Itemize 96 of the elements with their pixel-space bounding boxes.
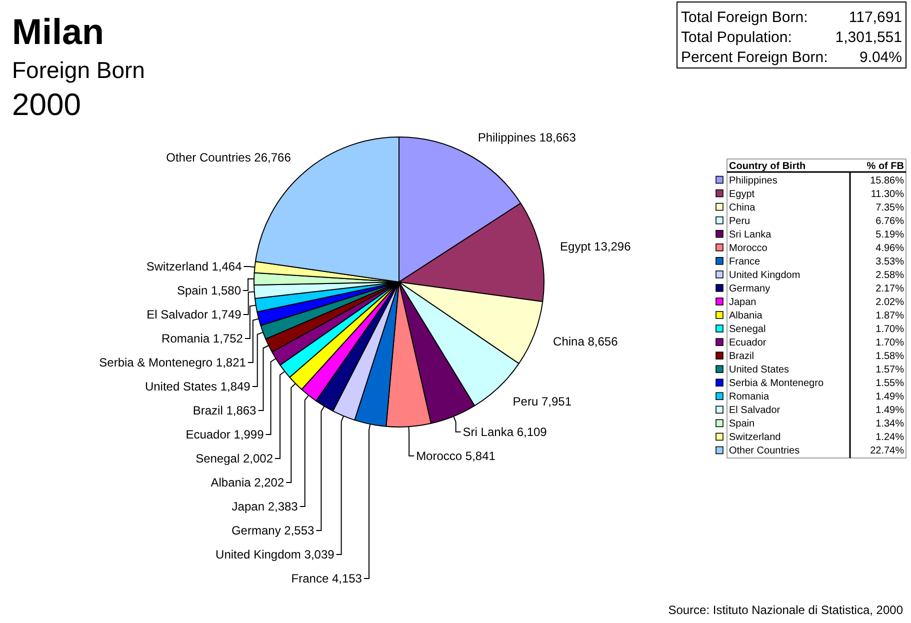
legend-label: China	[729, 202, 756, 214]
slice-label: Egypt	[560, 239, 592, 254]
legend-label: Spain	[729, 418, 755, 430]
legend-label: United Kingdom	[729, 270, 800, 281]
text: 1.87%	[876, 310, 904, 322]
text: Percent Foreign Born:	[681, 49, 828, 66]
text: 11.30%	[870, 188, 904, 200]
slice-label: Philippines	[478, 130, 536, 144]
slice-label: Serbia & Montenegro	[99, 356, 213, 370]
text: 1.58%	[876, 351, 904, 362]
slice-label: France	[291, 572, 329, 586]
data-label: 1,849	[220, 380, 251, 394]
data-label: 1,749	[211, 308, 242, 322]
legend-label: Egypt	[729, 188, 755, 200]
slice-label: China	[553, 334, 585, 348]
data-label: 1,580	[211, 284, 242, 298]
text: Total Population:	[681, 29, 792, 46]
legend-label: Albania	[729, 310, 763, 322]
text: 2.02%	[876, 296, 904, 308]
legend-label: Sri Lanka	[729, 229, 772, 240]
slice-label: Spain	[176, 284, 208, 298]
legend-label: Morocco	[729, 242, 768, 254]
data-label: 4,153	[332, 572, 362, 586]
text: 15.86%	[870, 175, 904, 186]
text: % of FB	[866, 161, 904, 172]
slice-label: United States	[144, 380, 218, 394]
text: 1.57%	[876, 364, 904, 376]
legend-label: Romania	[729, 392, 770, 403]
text: 1.70%	[876, 338, 904, 349]
text: 2000	[12, 87, 81, 122]
text: 1.70%	[876, 324, 904, 336]
slice-label: Brazil	[192, 404, 223, 418]
text: 3.53%	[876, 256, 904, 268]
text: Total Foreign Born:	[681, 9, 808, 26]
data-label: 2,553	[284, 524, 315, 538]
data-label: 2,002	[242, 452, 274, 466]
data-label: 13,296	[594, 239, 632, 254]
text: 6.76%	[876, 216, 904, 227]
text: 1.49%	[876, 392, 904, 403]
data-label: 6,109	[516, 425, 548, 440]
slice-label: Japan	[232, 500, 265, 514]
slice-label: Germany	[231, 524, 281, 538]
slice-label: Sri Lanka	[462, 425, 514, 440]
slice-label: Ecuador	[186, 428, 230, 442]
slice-label: Romania	[162, 332, 210, 346]
data-label: 5,841	[465, 449, 496, 464]
legend-label: Philippines	[729, 175, 778, 186]
text: 4.96%	[876, 242, 904, 254]
data-label: 2,383	[268, 500, 298, 514]
data-label: 1,464	[212, 260, 242, 274]
slice-label: Morocco	[416, 449, 462, 464]
legend-label: Ecuador	[729, 338, 767, 349]
legend-label: Brazil	[729, 351, 754, 362]
slice-label: United Kingdom	[216, 548, 301, 562]
source-note: Source: Istituto Nazionale di Statistica, 2000	[668, 603, 904, 617]
data-label: 7,951	[541, 394, 572, 409]
chart-title: Milan	[12, 11, 104, 52]
legend-label: Switzerland	[729, 432, 781, 444]
text: 2.17%	[876, 283, 904, 294]
text: 1.55%	[876, 378, 904, 390]
data-label: 3,039	[304, 548, 335, 562]
data-label: 1,999	[234, 428, 264, 442]
text: 7.35%	[876, 202, 904, 214]
data-label: 18,663	[539, 130, 576, 144]
slice-label: Peru	[512, 394, 538, 409]
legend-label: Senegal	[729, 324, 766, 336]
data-label: 8,656	[588, 334, 618, 348]
text: 9.04%	[859, 49, 902, 66]
data-label: 2,202	[254, 476, 284, 490]
data-label: 1,752	[212, 332, 244, 346]
legend-label: Germany	[729, 283, 770, 294]
legend-label: Other Countries	[729, 446, 800, 457]
data-label: 26,766	[254, 150, 292, 165]
chart-subtitle: Foreign Born	[12, 57, 145, 83]
legend-label: Peru	[729, 216, 750, 227]
slice-label: Other Countries	[166, 150, 251, 165]
text: 22.74%	[870, 446, 904, 457]
legend-label: United States	[729, 364, 790, 376]
text: 1.24%	[876, 432, 904, 444]
text: 1.49%	[876, 405, 904, 416]
legend-label: Serbia & Montenegro	[729, 378, 824, 390]
text: 2.58%	[876, 270, 904, 281]
slice-label: Albania	[210, 476, 252, 490]
data-label: 1,821	[216, 356, 246, 370]
slice-label: Senegal	[196, 452, 240, 466]
text: 1,301,551	[835, 29, 902, 46]
legend-label: France	[729, 256, 761, 268]
legend-label: El Salvador	[729, 405, 781, 416]
text: 117,691	[848, 9, 902, 26]
legend-label: Japan	[729, 296, 756, 308]
slice-label: El Salvador	[146, 308, 208, 322]
text: 1.34%	[876, 418, 904, 430]
legend-title: Country of Birth	[729, 161, 806, 172]
data-label: 1,863	[226, 404, 257, 418]
slice-label: Switzerland	[146, 260, 208, 274]
text: 5.19%	[876, 229, 904, 240]
